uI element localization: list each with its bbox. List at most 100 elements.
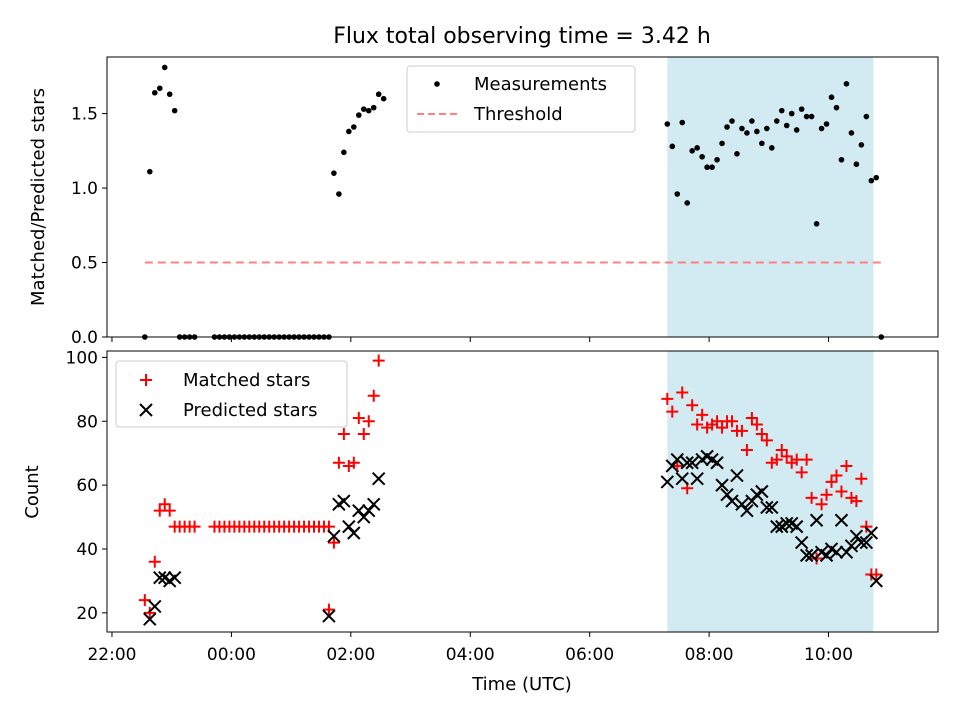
measurement-point <box>759 140 765 147</box>
matched-star-point <box>800 453 813 466</box>
x-tick-label: 08:00 <box>685 645 734 665</box>
x-tick-label: 02:00 <box>326 645 375 665</box>
y-tick-label: 100 <box>66 348 98 368</box>
predicted-star-point <box>371 472 386 486</box>
predicted-star-point <box>143 612 157 626</box>
measurement-point <box>823 121 830 127</box>
matched-star-point <box>740 443 753 456</box>
predicted-star-point <box>660 475 675 489</box>
measurement-point <box>380 95 387 102</box>
x-tick-label: 10:00 <box>804 645 853 665</box>
matched-star-point <box>347 456 360 469</box>
y-tick-label: 60 <box>76 476 98 496</box>
measurement-point <box>783 122 790 129</box>
predicted-star-point <box>710 456 724 470</box>
measurement-point <box>674 191 681 197</box>
y-tick-label: 1.0 <box>71 179 98 199</box>
y-tick-label: 1.5 <box>71 105 98 125</box>
predicted-star-point <box>367 497 381 511</box>
matched-star-point <box>357 428 370 441</box>
measurement-point <box>724 124 730 130</box>
matched-star-point <box>850 495 863 508</box>
predicted-star-point <box>337 494 351 508</box>
x-tick-label: 00:00 <box>207 645 256 665</box>
matched-star-point <box>760 434 773 447</box>
y-tick-label: 0.5 <box>71 254 98 274</box>
predicted-star-point <box>675 472 689 486</box>
measurement-point <box>346 128 352 135</box>
predicted-star-point <box>809 513 824 527</box>
measurement-point <box>709 164 715 171</box>
axes-frame <box>106 56 939 338</box>
measurement-point <box>833 104 840 111</box>
measurement-point <box>161 64 168 71</box>
predicted-star-point <box>799 548 814 563</box>
x-tick-label: 04:00 <box>446 645 495 665</box>
matched-star-point <box>661 392 674 405</box>
measurement-point <box>355 112 362 118</box>
matched-star-point <box>716 421 729 434</box>
matched-star-point <box>188 520 201 533</box>
measurement-point <box>803 113 810 120</box>
measurement-point <box>694 145 700 151</box>
matched-star-point <box>820 488 833 501</box>
measurement-point <box>778 107 785 114</box>
bottom-y-axis-label: Count <box>22 465 43 518</box>
predicted-star-point <box>327 529 341 543</box>
predicted-star-point <box>725 494 739 508</box>
measurement-point <box>739 125 745 132</box>
legend-matched-label: Matched stars <box>183 370 310 391</box>
predicted-star-point <box>794 535 809 550</box>
measurement-point <box>813 221 820 227</box>
measurement-point <box>704 164 710 171</box>
measurement-point <box>858 142 865 148</box>
predicted-star-point <box>864 526 879 540</box>
legend-threshold-label: Threshold <box>473 104 563 125</box>
matched-star-point <box>855 472 868 485</box>
y-tick-label: 40 <box>76 540 98 560</box>
predicted-star-point <box>859 535 874 550</box>
matched-star-point <box>795 466 808 479</box>
predicted-star-point <box>730 468 744 483</box>
matched-star-point <box>666 405 679 418</box>
predicted-star-point <box>755 484 769 499</box>
predicted-star-point <box>844 539 859 553</box>
top-legend-box <box>406 65 636 133</box>
measurement-point <box>684 200 691 206</box>
measurement-point <box>828 94 835 101</box>
matched-star-point <box>332 456 345 469</box>
predicted-star-point <box>780 516 794 531</box>
measurement-point <box>764 125 770 132</box>
matched-star-point <box>367 389 380 402</box>
measurement-point <box>360 106 367 112</box>
measurement-point <box>838 156 845 163</box>
measurement-point <box>341 149 347 156</box>
predicted-star-point <box>347 526 361 540</box>
measurement-point <box>171 107 178 114</box>
measurement-point <box>729 118 735 124</box>
measurement-point <box>336 191 342 197</box>
legend-predicted-marker <box>139 403 153 417</box>
matched-star-point <box>750 418 763 431</box>
bottom-legend-box <box>115 360 348 428</box>
measurement-point <box>788 110 795 117</box>
measurement-point <box>351 124 357 130</box>
matched-star-point <box>755 428 768 441</box>
figure-title: Flux total observing time = 3.42 h <box>333 24 711 49</box>
matched-star-point <box>775 443 788 456</box>
y-tick-label: 80 <box>76 412 98 432</box>
measurement-point <box>793 127 800 133</box>
predicted-star-point <box>167 571 182 585</box>
matched-star-point <box>691 418 704 431</box>
legend-measurements-marker <box>434 81 440 87</box>
measurement-point <box>146 168 153 175</box>
measurement-point <box>773 118 780 124</box>
shaded-region <box>667 57 874 337</box>
x-axis-label: Time (UTC) <box>471 674 572 695</box>
measurement-point <box>679 119 686 126</box>
x-tick-label: 22:00 <box>87 645 136 665</box>
predicted-star-point <box>148 599 162 614</box>
matched-star-point <box>870 568 883 581</box>
measurement-point <box>749 118 755 124</box>
predicted-star-point <box>834 513 849 527</box>
